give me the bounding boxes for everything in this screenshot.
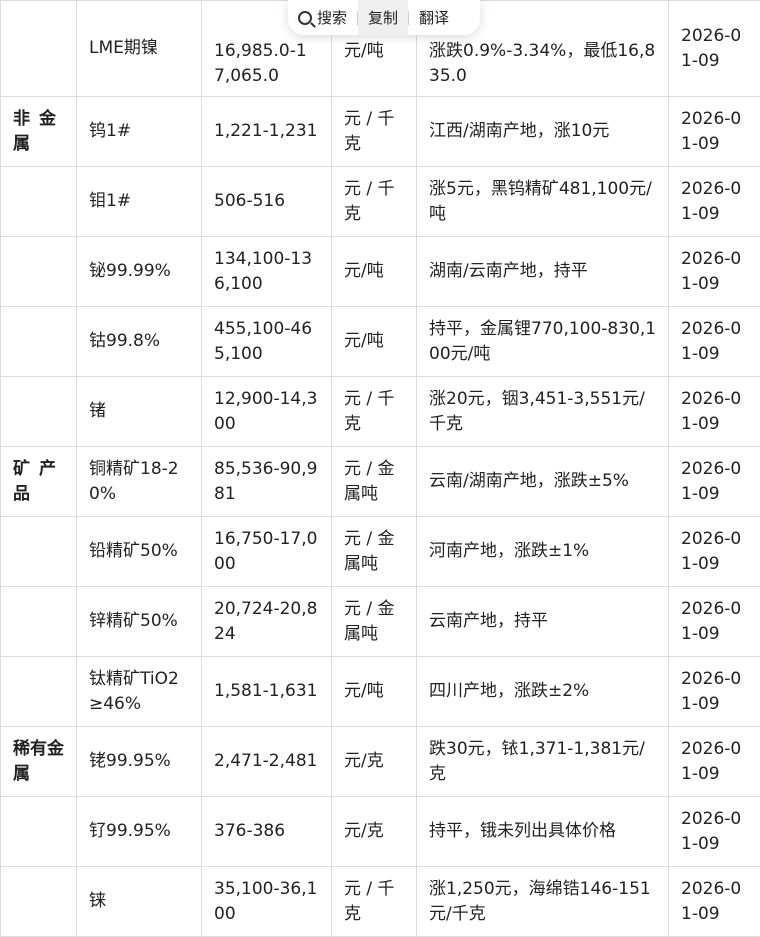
cell-date: 2026-01-09	[669, 447, 760, 517]
cell-note: 河南产地，涨跌±1%	[417, 517, 669, 587]
cell-name: 铼	[77, 867, 202, 937]
cell-unit: 元 / 金属吨	[332, 447, 417, 517]
cell-name: 铑99.95%	[77, 727, 202, 797]
cell-price: 20,724-20,824	[202, 587, 332, 657]
cell-price: 2,471-2,481	[202, 727, 332, 797]
cell-note: 涨5元，黑钨精矿481,100元/吨	[417, 167, 669, 237]
cell-category	[1, 587, 77, 657]
cell-date: 2026-01-09	[669, 377, 760, 447]
cell-name: 锌精矿50%	[77, 587, 202, 657]
cell-note: 湖南/云南产地，持平	[417, 237, 669, 307]
cell-price: 35,100-36,100	[202, 867, 332, 937]
cell-date: 2026-01-09	[669, 587, 760, 657]
cell-unit: 元 / 千克	[332, 97, 417, 167]
cell-unit: 元/克	[332, 797, 417, 867]
translate-label: 翻译	[419, 7, 449, 28]
cell-note: 涨20元，铟3,451-3,551元/千克	[417, 377, 669, 447]
copy-label: 复制	[368, 7, 398, 28]
cell-price: 134,100-136,100	[202, 237, 332, 307]
cell-category	[1, 237, 77, 307]
cell-note: 跌30元，铱1,371-1,381元/克	[417, 727, 669, 797]
cell-date: 2026-01-09	[669, 867, 760, 937]
cell-price: 85,536-90,981	[202, 447, 332, 517]
copy-button[interactable]: 复制	[358, 0, 408, 35]
cell-category	[1, 797, 77, 867]
cell-date: 2026-01-09	[669, 307, 760, 377]
cell-note: 四川产地，涨跌±2%	[417, 657, 669, 727]
cell-date: 2026-01-09	[669, 1, 760, 97]
cell-category	[1, 657, 77, 727]
cell-name: 钌99.95%	[77, 797, 202, 867]
cell-name: 钨1#	[77, 97, 202, 167]
translate-button[interactable]: 翻译	[409, 0, 459, 35]
cell-price: 376-386	[202, 797, 332, 867]
cell-name: LME期镍	[77, 1, 202, 97]
cell-name: 钛精矿TiO2≥46%	[77, 657, 202, 727]
cell-category	[1, 307, 77, 377]
cell-date: 2026-01-09	[669, 237, 760, 307]
cell-category	[1, 517, 77, 587]
cell-category	[1, 377, 77, 447]
cell-name: 钼1#	[77, 167, 202, 237]
search-button[interactable]: 搜索	[288, 0, 357, 35]
cell-unit: 元 / 金属吨	[332, 587, 417, 657]
magnifier-icon	[298, 11, 312, 25]
cell-note: 云南/湖南产地，涨跌±5%	[417, 447, 669, 517]
cell-note: 江西/湖南产地，涨10元	[417, 97, 669, 167]
cell-unit: 元/吨	[332, 307, 417, 377]
cell-category: 稀有金属	[1, 727, 77, 797]
cell-category: 矿产品	[1, 447, 77, 517]
cell-category	[1, 1, 77, 97]
cell-unit: 元 / 金属吨	[332, 517, 417, 587]
cell-date: 2026-01-09	[669, 657, 760, 727]
selection-popup-toolbar: 搜索 复制 翻译	[288, 0, 480, 35]
cell-unit: 元/吨	[332, 657, 417, 727]
cell-note: 持平，金属锂770,100-830,100元/吨	[417, 307, 669, 377]
cell-note: 涨1,250元，海绵锆146-151元/千克	[417, 867, 669, 937]
cell-unit: 元 / 千克	[332, 867, 417, 937]
cell-price: 1,221-1,231	[202, 97, 332, 167]
cell-price: 12,900-14,300	[202, 377, 332, 447]
cell-date: 2026-01-09	[669, 517, 760, 587]
cell-date: 2026-01-09	[669, 797, 760, 867]
cell-date: 2026-01-09	[669, 727, 760, 797]
cell-price: 1,581-1,631	[202, 657, 332, 727]
cell-unit: 元 / 千克	[332, 167, 417, 237]
cell-category: 非金属	[1, 97, 77, 167]
cell-unit: 元/克	[332, 727, 417, 797]
cell-date: 2026-01-09	[669, 97, 760, 167]
cell-name: 铅精矿50%	[77, 517, 202, 587]
cell-unit: 元 / 千克	[332, 377, 417, 447]
cell-name: 铜精矿18-20%	[77, 447, 202, 517]
cell-name: 钴99.8%	[77, 307, 202, 377]
cell-price: 16,750-17,000	[202, 517, 332, 587]
cell-price: 455,100-465,100	[202, 307, 332, 377]
cell-name: 锗	[77, 377, 202, 447]
cell-date: 2026-01-09	[669, 167, 760, 237]
cell-price: 506-516	[202, 167, 332, 237]
cell-name: 铋99.99%	[77, 237, 202, 307]
cell-note: 持平，锇未列出具体价格	[417, 797, 669, 867]
cell-note: 云南产地，持平	[417, 587, 669, 657]
cell-category	[1, 167, 77, 237]
cell-category	[1, 867, 77, 937]
cell-unit: 元/吨	[332, 237, 417, 307]
search-label: 搜索	[317, 7, 347, 28]
